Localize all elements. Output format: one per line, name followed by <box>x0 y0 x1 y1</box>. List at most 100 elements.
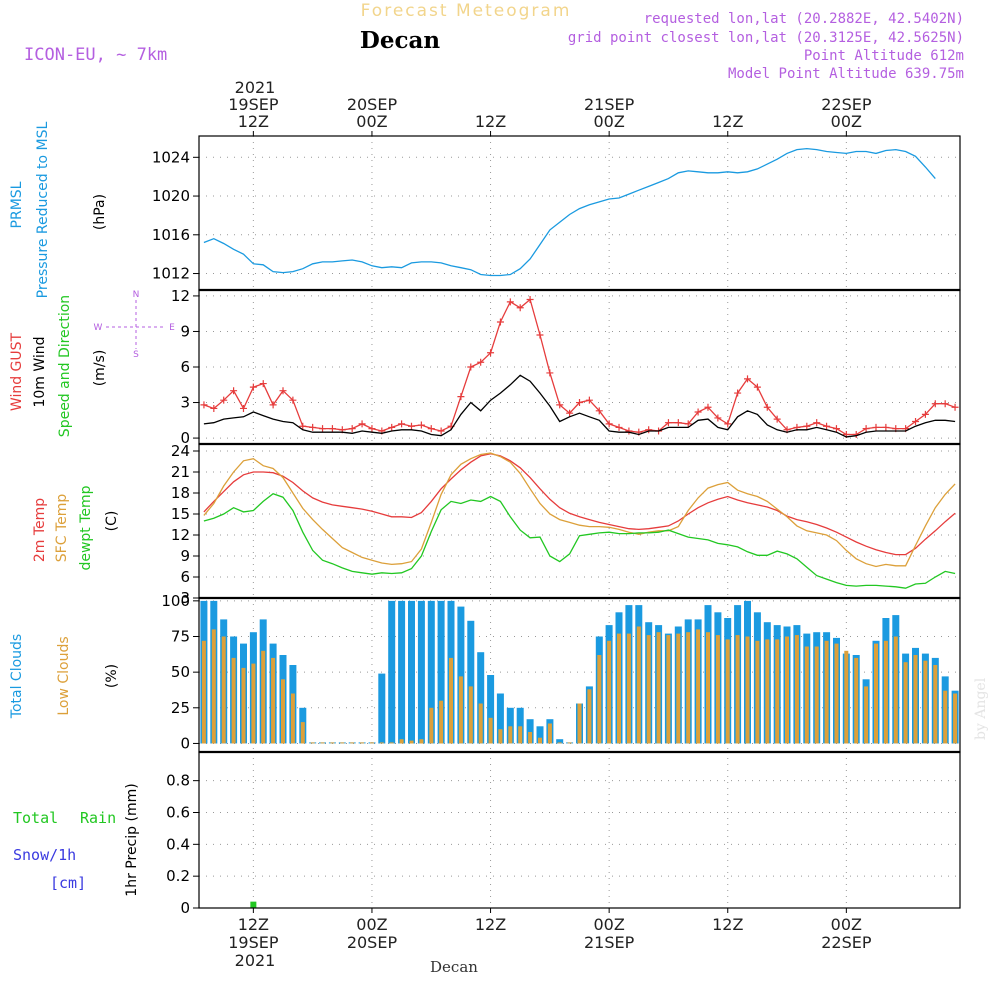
clouds-bar-1 <box>389 742 394 744</box>
clouds-bar-1 <box>399 739 404 744</box>
clouds-bar-1 <box>903 662 908 744</box>
wind-marker <box>674 419 682 427</box>
temperature-ytick-label: 18 <box>171 484 190 502</box>
temperature-series-2 <box>203 492 956 589</box>
wind-marker <box>200 401 208 409</box>
wind-marker <box>753 383 761 391</box>
clouds-bar-1 <box>488 717 493 744</box>
clouds-bar-1 <box>211 629 216 744</box>
clouds-bar-1 <box>794 635 799 744</box>
temperature-ytick-label: 21 <box>171 463 190 481</box>
precip-ytick-label: 0.8 <box>166 772 190 790</box>
top-hour-label: 00Z <box>593 112 624 131</box>
wind-marker <box>506 298 514 306</box>
wind-marker <box>912 417 920 425</box>
clouds-bar-1 <box>775 639 780 744</box>
clouds-bar-1 <box>498 729 503 744</box>
clouds-ytick-label: 75 <box>171 628 190 646</box>
wind-ytick-label: 0 <box>180 429 190 447</box>
wind-marker <box>546 369 554 377</box>
clouds-bar-1 <box>201 640 206 744</box>
top-hour-label: 12Z <box>475 112 506 131</box>
wind-unit: (m/s) <box>92 350 108 387</box>
gridpoint-location: grid point closest lon,lat (20.3125E, 42… <box>568 30 964 46</box>
temperature-panel: 2m Temp SFC Temp dewpt Temp (C) <box>32 485 120 570</box>
clouds-bar-0 <box>487 675 495 744</box>
clouds-bar-1 <box>567 742 572 744</box>
clouds-bar-1 <box>419 739 424 744</box>
clouds-ytick-label: 0 <box>180 734 190 752</box>
wind-marker <box>437 427 445 435</box>
wind-panel: Wind GUST 10m Wind Speed and Direction (… <box>9 290 175 437</box>
pressure-label-long: Pressure Reduced to MSL <box>35 121 51 298</box>
temperature-series-1 <box>203 452 956 568</box>
clouds-bar-1 <box>221 636 226 744</box>
wind-marker <box>496 318 504 326</box>
clouds-bar-1 <box>379 742 384 744</box>
clouds-bar-0 <box>388 600 396 744</box>
clouds-bar-1 <box>528 732 533 744</box>
clouds-bar-1 <box>696 629 701 744</box>
wind-marker <box>664 419 672 427</box>
clouds-panel: Total Clouds Low Clouds (%) <box>9 634 120 719</box>
clouds-bar-1 <box>478 703 483 744</box>
wind-marker <box>269 401 277 409</box>
bottom-hour-label: 12Z <box>238 915 269 934</box>
top-hour-label: 12Z <box>712 112 743 131</box>
wind-marker <box>210 404 218 412</box>
temperature-ytick-label: 9 <box>180 547 190 565</box>
clouds-bar-1 <box>300 722 305 744</box>
wind-marker <box>773 415 781 423</box>
panel-frame <box>198 135 961 291</box>
clouds-bar-1 <box>290 693 295 744</box>
clouds-bar-1 <box>577 703 582 744</box>
wind-marker <box>259 380 267 388</box>
wind-marker <box>615 423 623 431</box>
wind-ytick-label: 12 <box>171 287 190 305</box>
temperature-series-0 <box>203 453 956 556</box>
wind-marker <box>328 425 336 433</box>
clouds-bar-0 <box>408 600 415 744</box>
top-date-label: 20SEP <box>347 95 398 114</box>
top-date-label: 21SEP <box>584 95 635 114</box>
clouds-ytick-label: 50 <box>171 663 190 681</box>
bottom-date-label: 19SEP <box>228 933 279 952</box>
clouds-bar-1 <box>370 742 374 744</box>
wind-marker <box>467 363 475 371</box>
wind-marker <box>516 304 524 312</box>
temp-dewpt-label: dewpt Temp <box>78 485 94 570</box>
clouds-bar-1 <box>350 742 355 744</box>
compass-n: N <box>133 290 140 300</box>
pressure-series-0 <box>203 147 936 277</box>
precip-ytick-label: 0.2 <box>166 867 190 885</box>
precip-unit: 1hr Precip (mm) <box>124 783 140 896</box>
wind-marker <box>803 422 811 430</box>
wind-marker <box>536 331 544 339</box>
wind-marker <box>813 419 821 427</box>
clouds-bar-1 <box>844 650 849 744</box>
wind-marker <box>823 422 831 430</box>
wind-marker <box>645 426 653 434</box>
clouds-bar-1 <box>646 635 651 744</box>
clouds-bar-1 <box>814 646 819 744</box>
clouds-bar-1 <box>271 657 276 744</box>
wind-marker <box>684 420 692 428</box>
clouds-bar-1 <box>755 640 760 744</box>
total-label: Total <box>13 809 58 827</box>
wind-marker <box>289 396 297 404</box>
wind-marker <box>220 396 228 404</box>
wind-marker <box>556 401 564 409</box>
super-title: Forecast Meteogram <box>361 1 572 21</box>
wind-marker <box>368 425 376 433</box>
wind-marker <box>882 423 890 431</box>
clouds-bar-0 <box>477 652 485 744</box>
wind-marker <box>605 420 613 428</box>
wind-marker <box>921 410 929 418</box>
clouds-bar-1 <box>557 742 562 744</box>
clouds-bar-1 <box>656 632 661 744</box>
clouds-bar-1 <box>508 726 513 744</box>
rain-label: Rain <box>80 809 116 827</box>
clouds-bar-1 <box>636 626 641 744</box>
